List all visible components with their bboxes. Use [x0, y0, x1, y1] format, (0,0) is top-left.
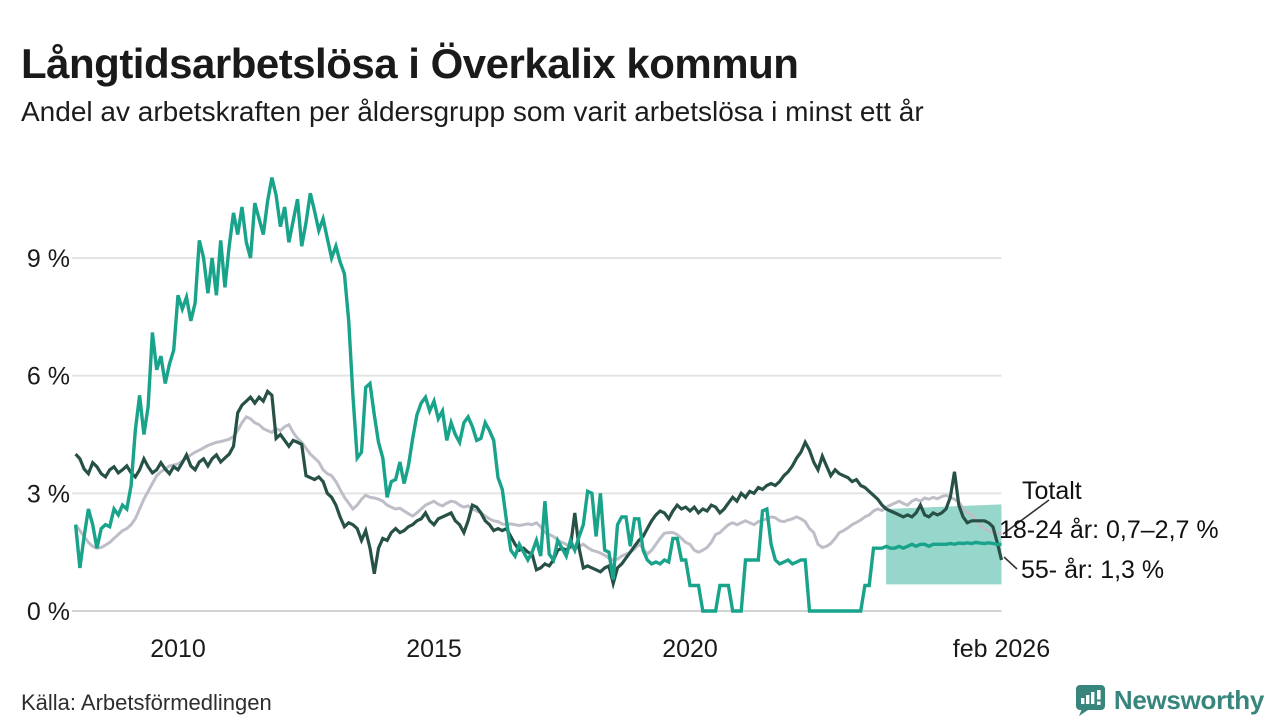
x-tick-label: 2010	[150, 635, 206, 663]
leader-line-totalt	[1002, 499, 1050, 535]
series-label-totalt: Totalt	[1022, 477, 1082, 505]
series-line-55-r	[74, 388, 1004, 590]
y-tick-label: 3 %	[27, 480, 70, 508]
y-tick-label: 6 %	[27, 363, 70, 391]
newsworthy-brand: Newsworthy	[1075, 684, 1264, 717]
page-title: Långtidsarbetslösa i Överkalix kommun	[21, 40, 799, 88]
series-label-18-24: 18-24 år: 0,7–2,7 %	[999, 516, 1219, 544]
series-label-55plus: 55- år: 1,3 %	[1021, 556, 1165, 584]
page-subtitle: Andel av arbetskraften per åldersgrupp s…	[21, 96, 924, 127]
x-tick-label: 2020	[662, 635, 718, 663]
leader-line-55plus	[1003, 556, 1018, 570]
newsworthy-logo-icon	[1075, 685, 1105, 716]
y-tick-label: 9 %	[27, 245, 70, 273]
series-line-totalt	[74, 415, 1002, 562]
y-tick-label: 0 %	[27, 598, 70, 626]
x-tick-label: 2015	[406, 635, 462, 663]
source-note: Källa: Arbetsförmedlingen	[21, 690, 272, 715]
newsworthy-logo-text: Newsworthy	[1113, 685, 1264, 715]
series-line-18-24-r	[73, 177, 1002, 613]
x-tick-label: feb 2026	[953, 635, 1050, 663]
